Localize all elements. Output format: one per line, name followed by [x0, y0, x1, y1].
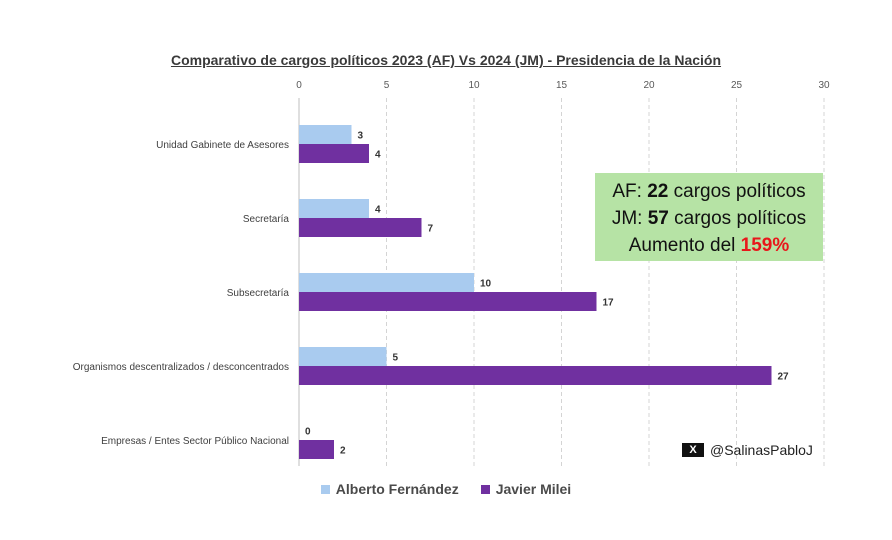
credit-handle: @SalinasPabloJ: [710, 442, 813, 458]
summary-jm-line: JM: 57 cargos políticos: [595, 205, 823, 232]
legend-swatch-af: [320, 484, 330, 494]
data-label-jm: 4: [375, 150, 381, 161]
legend-item-af: Alberto Fernández: [320, 481, 459, 497]
bar-jm: [299, 440, 334, 459]
summary-increase-prefix: Aumento del: [628, 235, 741, 256]
data-label-jm: 27: [778, 372, 790, 383]
summary-increase-value: 159%: [740, 235, 790, 256]
category-label: Organismos descentralizados / desconcent…: [73, 362, 289, 373]
legend-swatch-jm: [480, 484, 490, 494]
x-logo-icon: X: [682, 443, 704, 457]
legend-label-af: Alberto Fernández: [335, 481, 459, 497]
x-tick-label: 25: [731, 80, 743, 91]
data-label-af: 3: [358, 131, 364, 142]
data-label-af: 10: [480, 279, 492, 290]
data-label-af: 0: [305, 427, 311, 438]
bar-jm: [299, 366, 772, 385]
credit: X @SalinasPabloJ: [682, 442, 813, 458]
bar-af: [299, 199, 369, 218]
x-tick-label: 0: [296, 80, 302, 91]
summary-af-suffix: cargos políticos: [668, 181, 806, 202]
x-tick-label: 5: [384, 80, 390, 91]
legend-label-jm: Javier Milei: [495, 481, 572, 497]
data-label-jm: 7: [428, 224, 434, 235]
category-label: Empresas / Entes Sector Público Nacional: [101, 436, 289, 447]
legend: Alberto Fernández Javier Milei: [0, 481, 892, 497]
summary-af-prefix: AF:: [612, 181, 648, 202]
category-label: Unidad Gabinete de Asesores: [156, 140, 289, 151]
bar-jm: [299, 144, 369, 163]
x-tick-label: 20: [643, 80, 655, 91]
x-tick-label: 15: [556, 80, 568, 91]
data-label-jm: 17: [603, 298, 615, 309]
chart-title: Comparativo de cargos políticos 2023 (AF…: [170, 52, 722, 68]
x-tick-label: 10: [468, 80, 480, 91]
summary-af-count: 22: [647, 181, 669, 202]
bar-af: [299, 347, 387, 366]
summary-af-line: AF: 22 cargos políticos: [595, 178, 823, 205]
category-label: Secretaría: [243, 214, 290, 225]
summary-jm-count: 57: [647, 208, 669, 229]
data-label-jm: 2: [340, 446, 346, 457]
category-label: Subsecretaría: [227, 288, 290, 299]
bar-af: [299, 273, 474, 292]
legend-item-jm: Javier Milei: [480, 481, 572, 497]
summary-jm-suffix: cargos políticos: [668, 208, 807, 229]
data-label-af: 5: [393, 353, 399, 364]
bar-jm: [299, 218, 422, 237]
x-tick-label: 30: [818, 80, 830, 91]
summary-jm-prefix: JM:: [611, 208, 648, 229]
bar-jm: [299, 292, 597, 311]
data-label-af: 4: [375, 205, 381, 216]
summary-box: AF: 22 cargos políticos JM: 57 cargos po…: [595, 173, 823, 261]
summary-increase-line: Aumento del 159%: [595, 232, 823, 259]
bar-af: [299, 125, 352, 144]
